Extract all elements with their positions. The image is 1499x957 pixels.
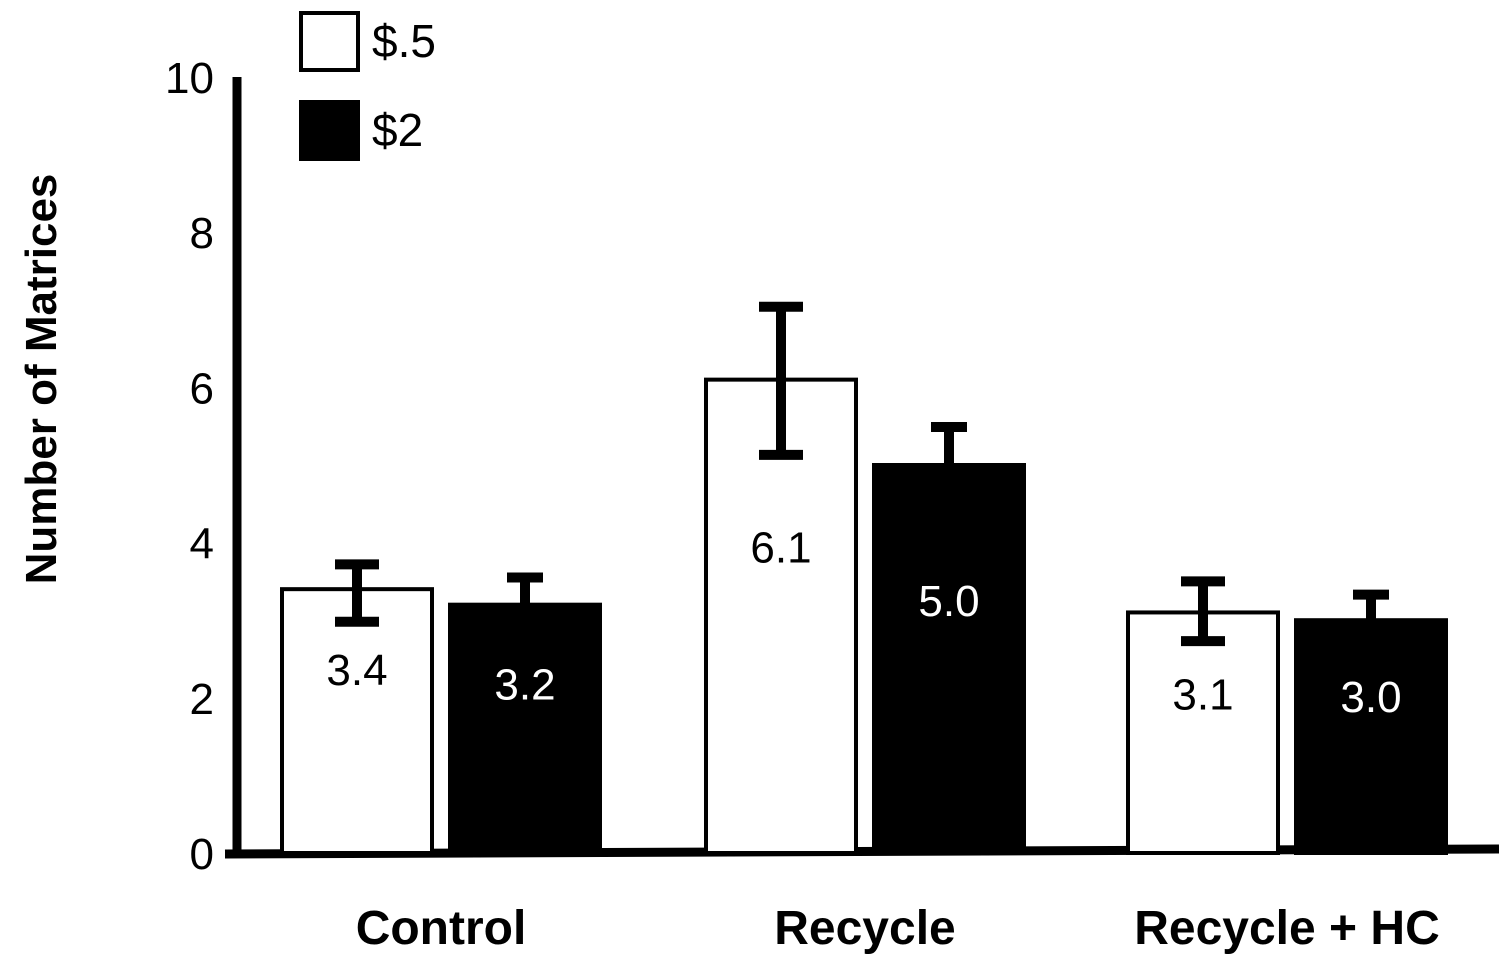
data-label: 3.0: [1340, 673, 1401, 722]
legend-swatch: [299, 11, 360, 72]
x-category-label: Control: [356, 902, 527, 955]
bar-half-dollar: [280, 587, 434, 855]
y-axis-label: Number of Matrices: [17, 174, 66, 585]
data-label: 3.2: [494, 661, 555, 710]
y-tick-label: 2: [190, 675, 214, 724]
data-label: 6.1: [750, 524, 811, 573]
legend-label: $2: [372, 104, 423, 156]
data-label: 3.4: [326, 646, 387, 695]
bar-half-dollar: [1126, 610, 1280, 855]
y-tick-label: 4: [190, 520, 214, 569]
y-tick-label: 10: [165, 54, 214, 103]
x-category-label: Recycle + HC: [1134, 902, 1440, 955]
legend-label: $.5: [372, 15, 436, 67]
labels: 3.4 3.2 Control 6.1 5.0 Recycle 3.1 3.0 Recycle …: [326, 524, 1439, 955]
bars: [280, 301, 1448, 856]
data-label: 3.1: [1172, 670, 1233, 719]
bar-two-dollar: [872, 463, 1026, 855]
y-tick-label: 0: [190, 830, 214, 879]
legend-swatch: [299, 100, 360, 161]
bar-two-dollar: [1294, 618, 1448, 856]
y-tick-label: 8: [190, 209, 214, 258]
legend: $.5 $2: [299, 11, 436, 161]
axes: 0 2 4 6 8 10 Number of Matrices: [17, 54, 1499, 879]
x-category-label: Recycle: [774, 902, 955, 955]
data-label: 5.0: [918, 577, 979, 626]
x-axis-line: [224, 844, 1499, 859]
bar-two-dollar: [448, 602, 602, 855]
y-tick-label: 6: [190, 364, 214, 413]
